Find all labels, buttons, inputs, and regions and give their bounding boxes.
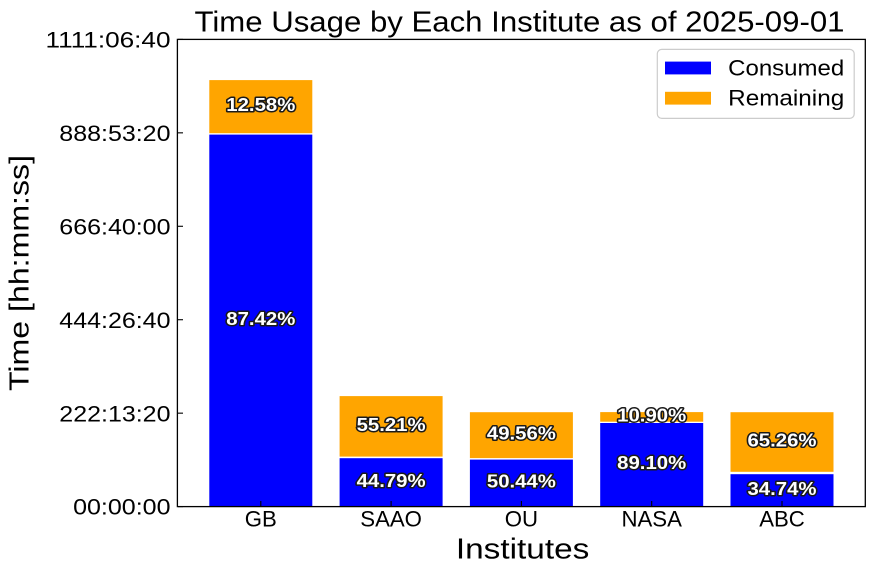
svg-text:50.44%: 50.44% [487, 472, 556, 492]
svg-text:Time [hh:mm:ss]: Time [hh:mm:ss] [3, 155, 34, 391]
svg-text:222:13:20: 222:13:20 [59, 401, 170, 426]
svg-text:12.58%: 12.58% [226, 95, 295, 115]
svg-text:OU: OU [505, 506, 538, 531]
svg-text:49.56%: 49.56% [487, 424, 556, 444]
svg-text:NASA: NASA [621, 506, 682, 531]
svg-text:Time Usage by Each Institute a: Time Usage by Each Institute as of 2025-… [195, 5, 845, 37]
svg-text:87.42%: 87.42% [226, 309, 295, 329]
svg-text:Remaining: Remaining [728, 86, 844, 111]
svg-text:34.74%: 34.74% [748, 479, 817, 499]
svg-text:SAAO: SAAO [360, 506, 422, 531]
svg-text:GB: GB [245, 506, 277, 531]
svg-text:00:00:00: 00:00:00 [73, 495, 170, 520]
svg-text:1111:06:40: 1111:06:40 [46, 28, 171, 53]
svg-text:ABC: ABC [759, 506, 805, 531]
svg-text:44.79%: 44.79% [357, 471, 426, 491]
svg-text:Consumed: Consumed [728, 55, 844, 80]
svg-text:Institutes: Institutes [456, 532, 590, 564]
svg-text:55.21%: 55.21% [357, 415, 426, 435]
svg-text:666:40:00: 666:40:00 [59, 214, 170, 239]
svg-text:65.26%: 65.26% [748, 430, 817, 450]
svg-text:89.10%: 89.10% [617, 453, 686, 473]
svg-text:444:26:40: 444:26:40 [59, 308, 170, 333]
svg-text:10.90%: 10.90% [617, 405, 686, 425]
svg-text:888:53:20: 888:53:20 [59, 121, 170, 146]
